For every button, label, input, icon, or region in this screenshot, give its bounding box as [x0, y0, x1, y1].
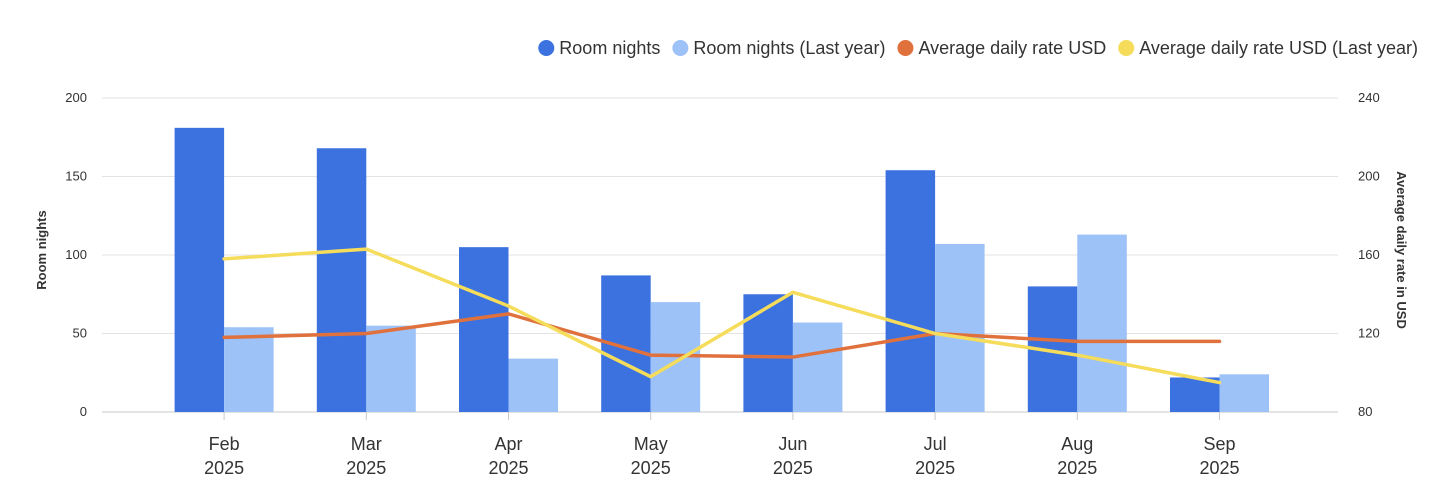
x-tick-label: 2025 — [773, 458, 813, 478]
right-axis-ticks: 80 120 160 200 240 — [1358, 90, 1380, 419]
x-tick-label: Aug — [1061, 434, 1093, 454]
bar-room-nights[interactable] — [885, 170, 936, 412]
bar-room-nights-last-year[interactable] — [366, 325, 416, 412]
y-tick-label: 200 — [65, 90, 87, 105]
y2-axis-title: Average daily rate in USD — [1394, 171, 1409, 329]
legend-marker — [897, 40, 914, 56]
x-tick-label: Mar — [351, 434, 382, 454]
line-average-daily-rate[interactable] — [222, 312, 1222, 359]
bar-room-nights[interactable] — [743, 294, 793, 412]
legend-label: Room nights (Last year) — [693, 38, 885, 58]
x-tick-label: 2025 — [488, 458, 528, 478]
bar-room-nights-last-year[interactable] — [1219, 374, 1270, 412]
x-tick-label: Jul — [924, 434, 947, 454]
bar-room-nights-last-year[interactable] — [1077, 234, 1127, 412]
y2-tick-label: 200 — [1358, 169, 1380, 184]
legend-item[interactable]: Average daily rate USD (Last year) — [1118, 38, 1418, 58]
y-tick-label: 50 — [73, 326, 87, 341]
bar-room-nights[interactable] — [316, 148, 367, 413]
x-tick-label: May — [634, 434, 668, 454]
line-average-daily-rate-last-year[interactable] — [222, 247, 1222, 385]
y-tick-label: 150 — [65, 169, 87, 184]
y2-tick-label: 80 — [1358, 404, 1372, 419]
legend-label: Room nights — [559, 38, 660, 58]
left-axis-ticks: 0 50 100 150 200 — [65, 90, 87, 419]
bar-room-nights[interactable] — [174, 127, 225, 412]
x-tick-label: 2025 — [1199, 458, 1239, 478]
bar-room-nights-last-year[interactable] — [224, 327, 274, 412]
x-tick-label: 2025 — [346, 458, 386, 478]
legend-item[interactable]: Room nights (Last year) — [672, 38, 885, 58]
bar-room-nights-last-year[interactable] — [792, 322, 843, 412]
bar-series-group — [174, 127, 1270, 413]
y2-tick-label: 120 — [1358, 326, 1380, 341]
bar-room-nights[interactable] — [459, 247, 509, 412]
x-tick-label: 2025 — [631, 458, 671, 478]
legend-marker — [538, 40, 555, 56]
legend[interactable]: Room nights Room nights (Last year) Averag… — [538, 38, 1418, 58]
y2-tick-label: 240 — [1358, 90, 1380, 105]
line-series-group — [222, 247, 1222, 385]
y2-tick-label: 160 — [1358, 247, 1380, 262]
x-tick-label: Jun — [778, 434, 807, 454]
x-axis-ticks: Feb 2025 Mar 2025 Apr 2025 May 2025 Jun 2025 Jul 20… — [204, 412, 1240, 478]
x-tick-label: Apr — [494, 434, 522, 454]
x-tick-label: 2025 — [204, 458, 244, 478]
bar-room-nights-last-year[interactable] — [508, 358, 559, 412]
bar-room-nights[interactable] — [1170, 377, 1220, 412]
legend-marker — [672, 40, 689, 56]
y-tick-label: 0 — [80, 404, 87, 419]
legend-label: Average daily rate USD — [918, 38, 1106, 58]
bar-room-nights-last-year[interactable] — [935, 244, 985, 412]
legend-item[interactable]: Average daily rate USD — [897, 38, 1106, 58]
y-axis-title: Room nights — [34, 210, 49, 289]
legend-label: Average daily rate USD (Last year) — [1139, 38, 1418, 58]
x-tick-label: Feb — [209, 434, 240, 454]
legend-marker — [1118, 40, 1135, 56]
x-tick-label: Sep — [1203, 434, 1235, 454]
legend-item[interactable]: Room nights — [538, 38, 660, 58]
x-tick-label: 2025 — [915, 458, 955, 478]
y-tick-label: 100 — [65, 247, 87, 262]
x-tick-label: 2025 — [1057, 458, 1097, 478]
